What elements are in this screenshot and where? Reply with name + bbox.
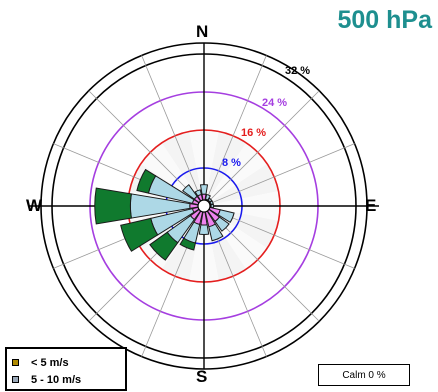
spoke-line [141,55,205,207]
ring-label-24: 24 % [262,97,288,109]
petal-nw-bin1 [182,184,198,200]
petal-se-bin1 [214,216,230,232]
petal-sw-bin2 [149,231,179,261]
legend-item: 5 - 10 m/s [12,372,125,387]
compass-label-west: W [26,196,43,215]
compass-label-east: E [365,196,377,215]
calm-box: Calm 0 % [318,364,410,386]
petal-ene-bin1 [209,200,214,205]
petal-wsw-bin2 [120,217,159,252]
petal-s-bin1 [198,224,210,235]
petal-nnw-bin1 [194,189,202,197]
spoke-line [203,90,320,207]
ring-label-32: 32 % [285,65,311,77]
ring-label-8: 8 % [222,157,241,169]
legend-swatch [12,359,19,366]
background-sector [204,131,247,206]
petal-n-bin1 [199,184,209,195]
legend-swatch [12,376,19,383]
petal-ssw-bin2 [179,237,197,251]
spoke-line [88,90,205,207]
petal-ne-bin1 [207,197,213,203]
legend-item: < 5 m/s [12,355,125,370]
compass-label-north: N [196,22,209,41]
petal-w-bin2 [94,187,132,225]
legend-label: 5 - 10 m/s [31,373,82,386]
background-sector [161,131,204,206]
background-sector [204,163,279,206]
petal-e-bin1 [210,203,214,209]
spoke-line [203,55,267,207]
spoke-line [203,143,355,207]
compass-label-south: S [196,367,208,386]
petal-wnw-bin2 [136,168,157,194]
ring-label-16: 16 % [241,127,267,139]
legend-label: < 5 m/s [31,356,69,369]
chart-title: 500 hPa [337,6,432,34]
center-circle [197,199,211,213]
petal-ese-bin1 [217,209,235,224]
legend: < 5 m/s 5 - 10 m/s [5,347,127,391]
petal-nne-bin1 [205,193,211,201]
petal-sse-bin1 [208,223,224,242]
